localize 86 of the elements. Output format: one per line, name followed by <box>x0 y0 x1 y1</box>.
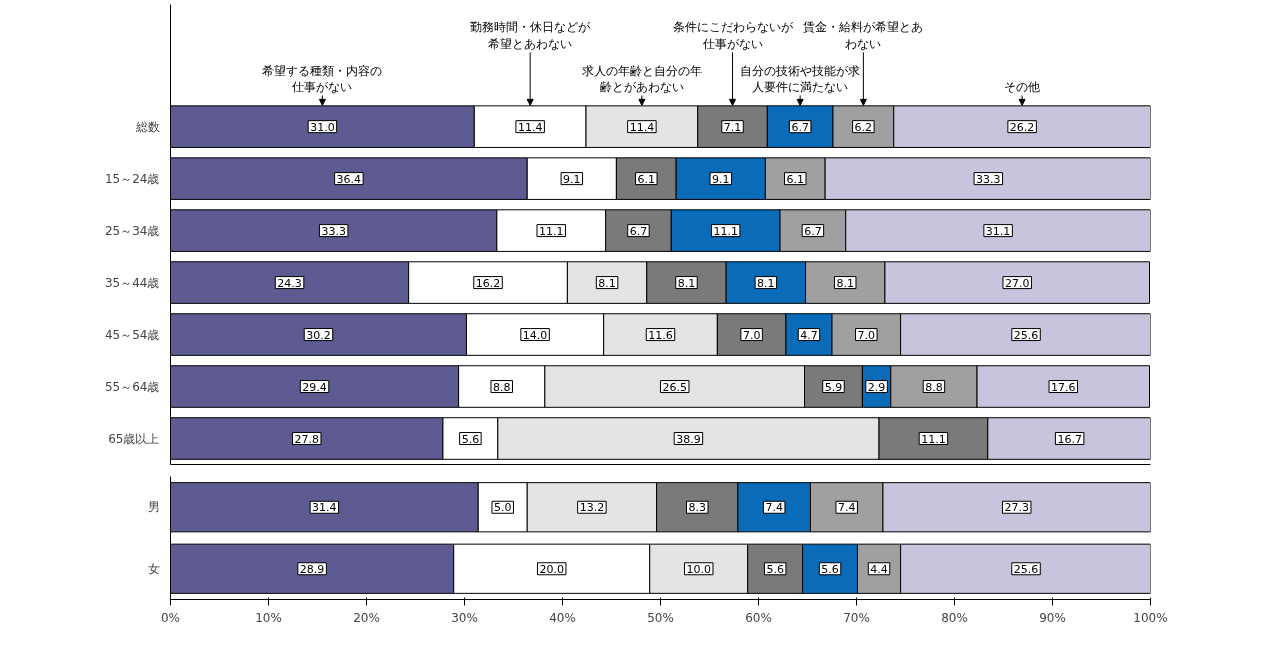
text: 賃金・給料が希望とあわない <box>803 20 924 52</box>
data-label: 5.6 <box>821 562 839 576</box>
data-label: 5.6 <box>461 432 480 446</box>
data-label: 27.0 <box>1004 276 1030 290</box>
data-label: 33.3 <box>321 224 346 238</box>
x-tick-label: 30% <box>451 610 478 625</box>
text: 自分の技術や技能が求人要件に満たない <box>740 63 861 95</box>
data-label: 8.8 <box>925 380 943 394</box>
y-tick-label: 55～64歳 <box>104 379 160 394</box>
data-label: 17.6 <box>1051 380 1076 394</box>
x-tick-label: 90% <box>1039 610 1066 625</box>
data-label: 27.3 <box>1004 501 1029 515</box>
data-label: 16.7 <box>1057 432 1082 446</box>
data-label: 20.0 <box>539 562 564 576</box>
x-tick-label: 10% <box>255 610 282 625</box>
data-label: 7.4 <box>765 501 783 515</box>
data-label: 11.4 <box>629 120 655 134</box>
text: 勤務時間・休日などが希望とあわない <box>470 20 592 52</box>
series-label: 求人の年齢と自分の年齢とがあわない <box>581 63 702 95</box>
data-label: 26.5 <box>662 380 687 394</box>
series-label: その他 <box>1004 80 1041 95</box>
y-tick-label: 35～44歳 <box>104 275 160 290</box>
data-label: 30.2 <box>306 328 331 342</box>
data-label: 36.4 <box>336 172 362 186</box>
data-label: 4.7 <box>800 328 818 342</box>
data-label: 9.1 <box>563 172 581 186</box>
x-tick-label: 60% <box>745 610 772 625</box>
x-tick-label: 0% <box>160 610 181 625</box>
data-label: 28.9 <box>299 562 325 576</box>
data-label: 6.7 <box>804 224 822 238</box>
data-label: 8.1 <box>757 276 775 290</box>
data-label: 2.9 <box>867 380 886 394</box>
data-label: 8.1 <box>677 276 696 290</box>
data-label: 11.1 <box>921 432 946 446</box>
data-label: 8.3 <box>688 501 706 515</box>
x-tick-label: 40% <box>549 610 576 625</box>
data-label: 31.0 <box>310 120 335 134</box>
data-label: 11.1 <box>713 224 738 238</box>
data-label: 9.1 <box>712 172 730 186</box>
data-label: 7.0 <box>857 328 876 342</box>
data-label: 7.0 <box>742 328 761 342</box>
y-tick-label: 女 <box>147 561 160 576</box>
data-label: 6.7 <box>629 224 648 238</box>
data-label: 31.1 <box>985 224 1011 238</box>
data-label: 6.2 <box>854 120 873 134</box>
y-tick-label: 総数 <box>134 119 160 134</box>
y-tick-label: 65歳以上 <box>108 431 160 446</box>
data-label: 5.6 <box>766 562 784 576</box>
series-label: 希望する種類・内容の仕事がない <box>262 63 383 95</box>
data-label: 10.0 <box>686 562 711 576</box>
y-tick-label: 男 <box>147 500 160 515</box>
data-label: 4.4 <box>870 562 888 576</box>
data-label: 11.4 <box>517 120 543 134</box>
data-label: 13.2 <box>579 501 605 515</box>
data-label: 11.1 <box>538 224 564 238</box>
data-label: 5.9 <box>824 380 843 394</box>
data-label: 8.1 <box>598 276 616 290</box>
data-label: 11.6 <box>648 328 673 342</box>
data-label: 6.1 <box>637 172 656 186</box>
data-label: 8.8 <box>492 380 511 394</box>
x-tick-label: 20% <box>353 610 380 625</box>
data-label: 8.1 <box>836 276 854 290</box>
x-tick-label: 80% <box>941 610 968 625</box>
text: 条件にこだわらないが仕事がない <box>672 20 794 52</box>
y-tick-label: 45～54歳 <box>104 327 160 342</box>
data-label: 27.8 <box>294 432 319 446</box>
data-label: 31.4 <box>312 501 337 515</box>
data-label: 26.2 <box>1009 120 1035 134</box>
data-label: 33.3 <box>976 172 1001 186</box>
data-label: 25.6 <box>1013 562 1039 576</box>
data-label: 6.1 <box>786 172 804 186</box>
x-tick-label: 50% <box>647 610 674 625</box>
data-label: 5.0 <box>493 501 512 515</box>
x-tick-label: 100% <box>1133 610 1168 625</box>
data-label: 7.1 <box>723 120 742 134</box>
data-label: 25.6 <box>1013 328 1039 342</box>
y-tick-label: 25～34歳 <box>104 223 160 238</box>
data-label: 7.4 <box>837 501 856 515</box>
data-label: 16.2 <box>475 276 501 290</box>
x-tick-label: 70% <box>843 610 870 625</box>
y-tick-label: 15～24歳 <box>104 171 160 186</box>
data-label: 6.7 <box>791 120 809 134</box>
data-label: 24.3 <box>277 276 302 290</box>
data-label: 14.0 <box>522 328 548 342</box>
data-label: 29.4 <box>302 380 327 394</box>
data-label: 38.9 <box>676 432 701 446</box>
